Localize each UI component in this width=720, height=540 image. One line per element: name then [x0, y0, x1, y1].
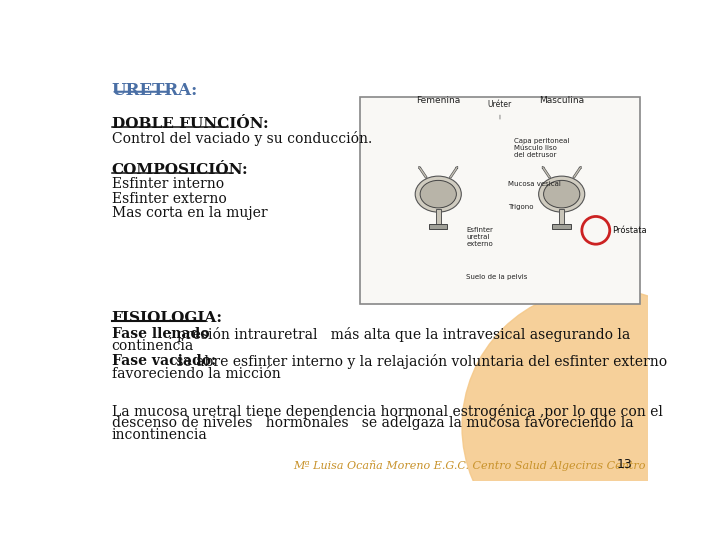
Text: : presión intrauretral   más alta que la intravesical asegurando la: : presión intrauretral más alta que la i… [168, 327, 630, 342]
Text: Mucosa vesical: Mucosa vesical [508, 181, 562, 187]
Text: Femenina: Femenina [416, 96, 460, 105]
Text: Mª Luisa Ocaña Moreno E.G.C. Centro Salud Algeciras Centro: Mª Luisa Ocaña Moreno E.G.C. Centro Salu… [294, 461, 646, 471]
Bar [360, 97, 640, 303]
Text: se abre esfinter interno y la relajación voluntaria del esfinter externo: se abre esfinter interno y la relajación… [172, 354, 667, 369]
Bar [436, 208, 441, 228]
Text: Suelo de la pelvis: Suelo de la pelvis [467, 274, 528, 280]
Text: 13: 13 [617, 458, 632, 471]
Text: Esfinter interno: Esfinter interno [112, 177, 224, 191]
Text: Próstata: Próstata [612, 226, 647, 235]
Circle shape [462, 288, 720, 540]
Text: descenso de niveles   hormonales   se adelgaza la mucosa favoreciendo la: descenso de niveles hormonales se adelga… [112, 416, 634, 430]
Text: Fase vaciado:: Fase vaciado: [112, 354, 216, 368]
Text: DOBLE FUNCIÓN:: DOBLE FUNCIÓN: [112, 117, 269, 131]
Bar [559, 208, 564, 228]
Text: COMPOSICIÓN:: COMPOSICIÓN: [112, 164, 248, 177]
Ellipse shape [544, 180, 580, 208]
FancyArrow shape [419, 166, 427, 178]
Text: continencia: continencia [112, 339, 194, 353]
Text: Músculo liso
del detrusor: Músculo liso del detrusor [514, 145, 557, 158]
Bar [429, 224, 447, 230]
Text: favoreciendo la micción: favoreciendo la micción [112, 367, 281, 381]
Text: Capa peritoneal: Capa peritoneal [514, 138, 570, 144]
Text: Esfinter
uretral
externo: Esfinter uretral externo [467, 227, 493, 247]
Text: FISIOLOGIA:: FISIOLOGIA: [112, 311, 222, 325]
Text: Uréter: Uréter [488, 100, 512, 119]
Text: URETRA:: URETRA: [112, 82, 198, 99]
Text: Fase llenado: Fase llenado [112, 327, 210, 341]
Ellipse shape [415, 176, 462, 212]
Text: La mucosa uretral tiene dependencia hormonal estrogénica ,por lo que con el: La mucosa uretral tiene dependencia horm… [112, 403, 662, 418]
Bar [552, 224, 571, 230]
Text: Mas corta en la mujer: Mas corta en la mujer [112, 206, 267, 220]
Ellipse shape [539, 176, 585, 212]
FancyArrow shape [572, 166, 581, 178]
Text: incontinencia: incontinencia [112, 428, 207, 442]
Text: Masculina: Masculina [539, 96, 584, 105]
Ellipse shape [420, 180, 456, 208]
Text: Control del vaciado y su conducción.: Control del vaciado y su conducción. [112, 131, 372, 146]
Text: Esfinter externo: Esfinter externo [112, 192, 227, 206]
FancyArrow shape [449, 166, 458, 178]
Text: Trigono: Trigono [508, 204, 534, 210]
FancyArrow shape [542, 166, 551, 178]
